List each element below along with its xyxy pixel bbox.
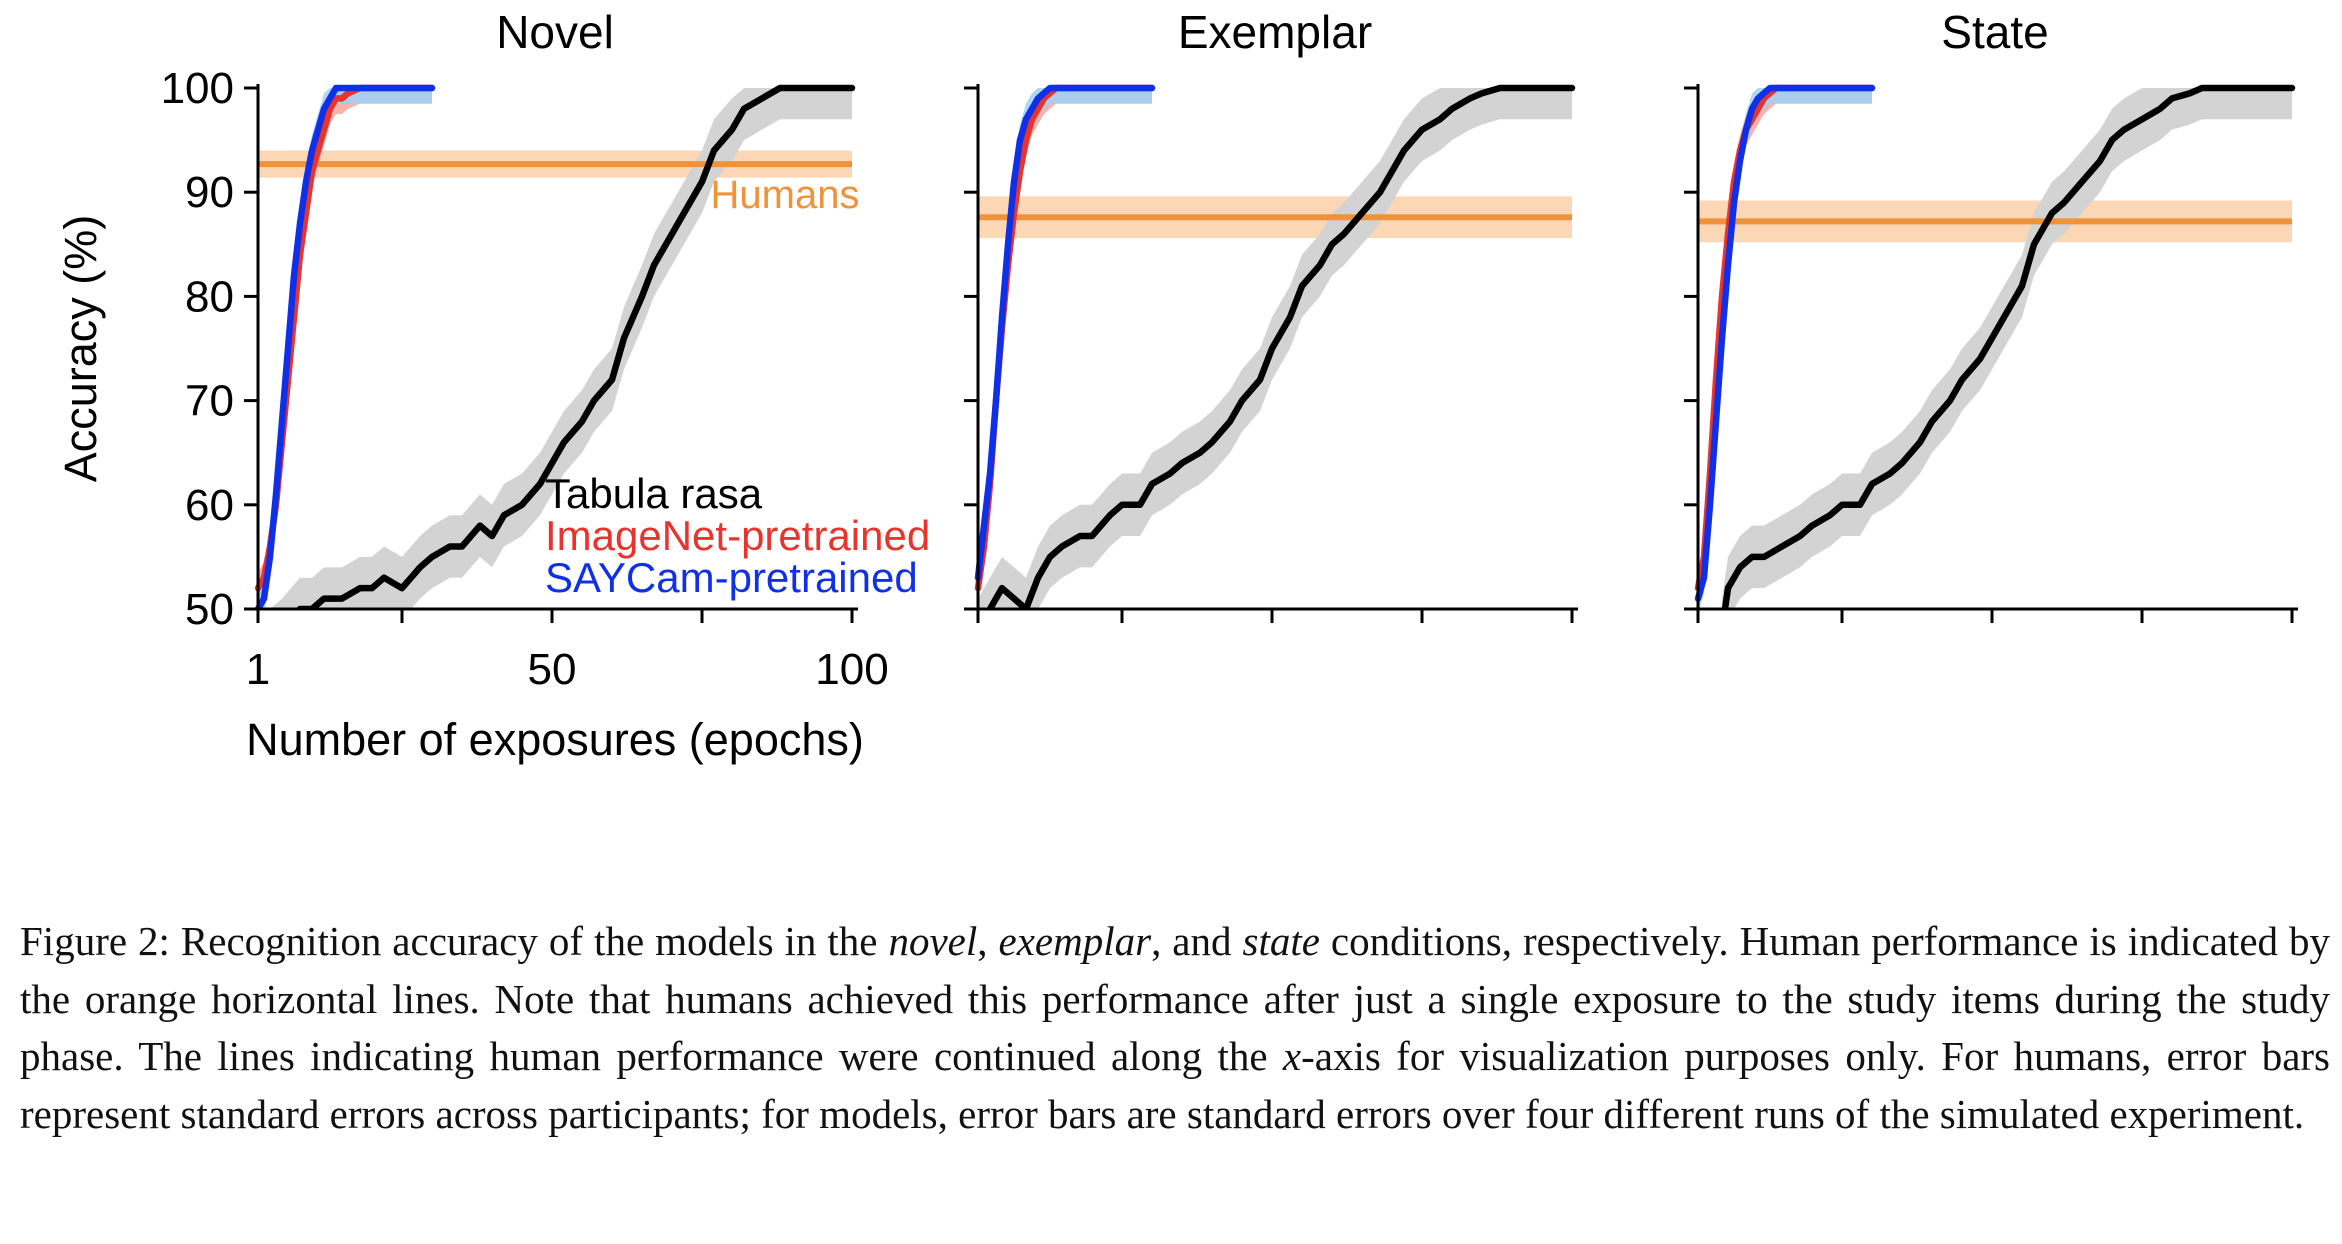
x-axis-label: Number of exposures (epochs) bbox=[246, 714, 864, 765]
plot-area-2 bbox=[1694, 84, 2296, 609]
plot-area-0 bbox=[254, 84, 856, 609]
panel-title: State bbox=[1941, 6, 2048, 58]
legend-entry: SAYCam-pretrained bbox=[545, 554, 918, 601]
caption-sep1: , bbox=[977, 918, 999, 964]
caption-exemplar: exemplar bbox=[998, 918, 1152, 964]
panel-1: Exemplar bbox=[964, 6, 1578, 623]
y-tick-label: 80 bbox=[185, 272, 234, 321]
series-line-saycam-pretrained bbox=[1694, 84, 1876, 602]
plot-area-1 bbox=[974, 84, 1576, 609]
humans-label: Humans bbox=[711, 173, 860, 217]
series-line-tabula-rasa bbox=[1721, 84, 2296, 609]
panel-title: Exemplar bbox=[1178, 6, 1372, 58]
caption-mid: conditions, respectively. Human performa… bbox=[20, 918, 2330, 1079]
legend-entry: Tabula rasa bbox=[545, 470, 763, 517]
y-tick-label: 70 bbox=[185, 377, 234, 426]
y-tick-label: 50 bbox=[185, 585, 234, 634]
y-tick-label: 90 bbox=[185, 168, 234, 217]
x-tick-label: 100 bbox=[815, 645, 888, 694]
panel-title: Novel bbox=[496, 6, 614, 58]
y-tick-label: 100 bbox=[161, 64, 234, 113]
caption-novel: novel bbox=[888, 918, 978, 964]
figure: 50 60 70 80 90 100 1 50 100 Novel Humans Number of … bbox=[55, 6, 2298, 765]
series-line-tabula-rasa bbox=[986, 84, 1576, 609]
x-tick-label: 50 bbox=[528, 645, 577, 694]
y-tick-label: 60 bbox=[185, 481, 234, 530]
y-axis-label: Accuracy (%) bbox=[55, 215, 106, 483]
caption-sep2: , and bbox=[1151, 918, 1243, 964]
caption-state: state bbox=[1242, 918, 1320, 964]
figure-caption: Figure 2: Recognition accuracy of the mo… bbox=[20, 913, 2330, 1143]
se-band-tabula-rasa bbox=[978, 88, 1572, 609]
legend-entry: ImageNet-pretrained bbox=[545, 512, 930, 559]
series-line-saycam-pretrained bbox=[974, 84, 1156, 581]
caption-prefix: Figure 2: Recognition accuracy of the mo… bbox=[20, 918, 889, 964]
series-line-tabula-rasa bbox=[295, 84, 856, 609]
caption-suffix: -axis for visualization purposes only. F… bbox=[20, 1033, 2330, 1137]
se-band-tabula-rasa bbox=[1722, 88, 2292, 609]
x-tick-label: 1 bbox=[246, 645, 270, 694]
series-line-saycam-pretrained bbox=[254, 84, 436, 609]
caption-x: x bbox=[1282, 1033, 1302, 1079]
panel-2: State bbox=[1684, 6, 2298, 623]
